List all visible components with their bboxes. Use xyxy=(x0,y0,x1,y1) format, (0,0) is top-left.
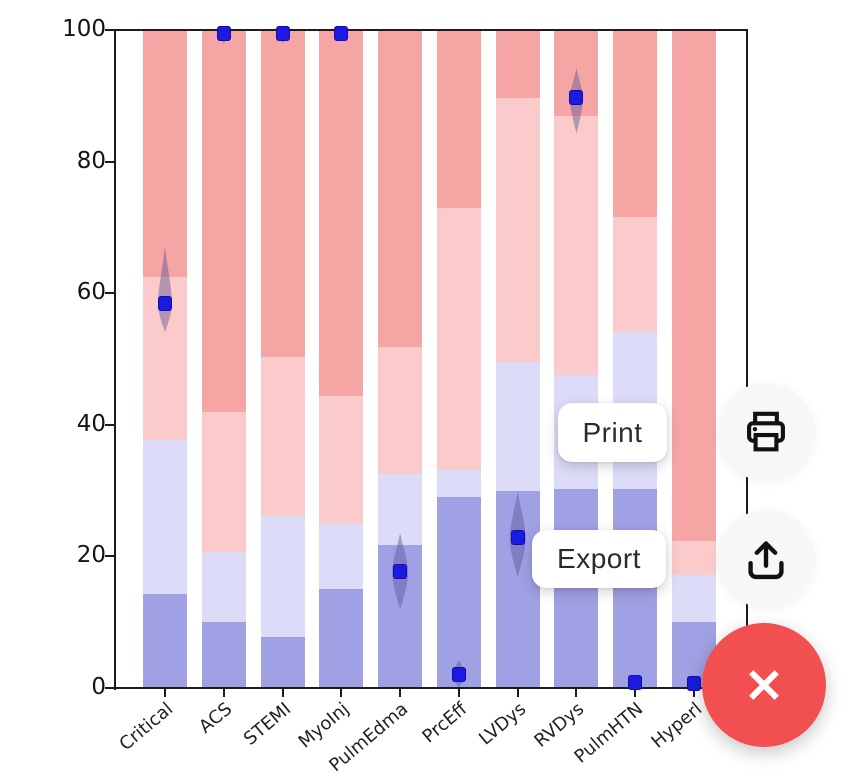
x-axis-tick xyxy=(575,689,578,697)
bar-segment-light_red xyxy=(672,540,717,576)
axis-bottom-spine xyxy=(114,687,748,689)
bar-segment-light_red xyxy=(495,98,540,363)
bar-segment-light_blue xyxy=(436,470,481,497)
bars-layer xyxy=(115,30,747,688)
bar-segment-strong_blue xyxy=(260,637,305,688)
y-tick-label: 80 xyxy=(76,147,106,174)
x-axis-tick xyxy=(516,689,519,697)
bar-segment-strong_red xyxy=(613,30,658,217)
violin-PulmEdma xyxy=(392,532,409,610)
bar-segment-strong_blue xyxy=(436,496,481,688)
x-axis-tick xyxy=(340,689,343,697)
export-icon-button[interactable] xyxy=(717,510,815,608)
close-icon xyxy=(749,670,779,700)
violin-LVDys xyxy=(509,491,526,577)
bar-segment-light_red xyxy=(201,411,246,552)
violin-ACS xyxy=(218,30,230,44)
bar-segment-light_red xyxy=(260,357,305,516)
export-button-label: Export xyxy=(557,543,641,574)
bar-segment-light_blue xyxy=(378,474,423,545)
y-axis-tick xyxy=(105,292,114,295)
bar-segment-strong_blue xyxy=(201,622,246,688)
x-axis-tick xyxy=(281,689,284,697)
print-button-label: Print xyxy=(582,416,643,448)
violin-PrcEff xyxy=(452,659,465,688)
bar-segment-strong_red xyxy=(201,30,246,412)
y-tick-label: 20 xyxy=(76,542,106,569)
bar-segment-light_blue xyxy=(672,575,717,623)
close-button[interactable] xyxy=(702,623,826,747)
axis-top-spine xyxy=(114,29,748,31)
bar-segment-light_red xyxy=(319,395,364,525)
print-icon-button[interactable] xyxy=(717,383,815,481)
bar-segment-strong_red xyxy=(672,30,717,541)
x-axis-tick xyxy=(399,689,402,697)
bar-segment-strong_red xyxy=(319,30,364,396)
axis-left-spine xyxy=(114,30,116,690)
y-tick-label: 60 xyxy=(76,279,106,306)
print-button[interactable]: Print xyxy=(558,403,667,462)
x-axis-tick xyxy=(693,689,696,697)
bar-segment-strong_red xyxy=(378,30,423,348)
violin-Critical xyxy=(158,246,172,333)
bar-segment-light_blue xyxy=(495,362,540,492)
y-axis-tick xyxy=(105,29,114,31)
y-axis-tick xyxy=(105,555,114,558)
bar-segment-light_red xyxy=(436,208,481,471)
violin-layer xyxy=(158,30,699,688)
bar-segment-light_blue xyxy=(201,551,246,623)
bar-segment-light_blue xyxy=(319,524,364,590)
bar-segment-strong_blue xyxy=(319,589,364,688)
bar-segment-light_red xyxy=(378,347,423,475)
y-tick-label: 40 xyxy=(76,410,106,437)
x-axis-tick xyxy=(164,689,166,697)
bar-segment-strong_blue xyxy=(143,593,187,688)
bar-segment-light_blue xyxy=(143,439,187,594)
bar-segment-strong_blue xyxy=(495,491,540,688)
y-tick-label: 0 xyxy=(91,674,106,700)
x-axis-tick xyxy=(457,689,460,697)
y-axis-tick xyxy=(105,423,114,426)
y-tick-label: 100 xyxy=(62,16,106,42)
x-axis-tick xyxy=(222,689,225,697)
bar-segment-light_red xyxy=(613,216,658,332)
bar-segment-strong_red xyxy=(143,30,187,277)
bar-segment-strong_red xyxy=(495,30,540,99)
violin-STEMI xyxy=(277,30,289,44)
x-axis-tick xyxy=(634,689,637,697)
axis-right-spine xyxy=(746,30,748,690)
violin-RVDys xyxy=(569,68,583,134)
upload-icon xyxy=(748,541,784,580)
bar-segment-light_red xyxy=(554,115,599,375)
y-axis-tick xyxy=(105,687,114,689)
bar-segment-strong_red xyxy=(436,30,481,209)
violin-MyoInj xyxy=(335,30,347,40)
y-axis-tick xyxy=(105,160,114,163)
bar-segment-strong_blue xyxy=(554,488,599,688)
bar-segment-light_blue xyxy=(260,515,305,638)
bar-segment-strong_blue xyxy=(613,488,658,688)
bar-segment-strong_red xyxy=(260,30,305,358)
export-button[interactable]: Export xyxy=(532,530,666,588)
printer-icon xyxy=(747,411,785,452)
